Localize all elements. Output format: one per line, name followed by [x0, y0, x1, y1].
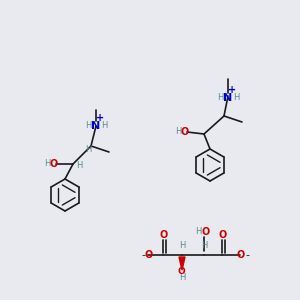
Text: O: O	[202, 227, 210, 237]
Text: H: H	[85, 145, 91, 154]
Text: N: N	[224, 93, 232, 103]
Text: O: O	[145, 250, 153, 260]
Text: H: H	[179, 242, 185, 250]
Text: H: H	[76, 161, 82, 170]
Text: N: N	[92, 121, 100, 131]
Text: H: H	[44, 160, 50, 169]
Text: O: O	[237, 250, 245, 260]
Text: H: H	[85, 122, 91, 130]
Text: O: O	[219, 230, 227, 240]
Text: H: H	[233, 94, 239, 103]
Text: O: O	[50, 159, 58, 169]
Text: H: H	[179, 272, 185, 281]
Text: O: O	[177, 268, 185, 277]
Text: H: H	[217, 94, 223, 103]
Text: H: H	[175, 128, 181, 136]
Text: -: -	[141, 250, 145, 260]
Text: O: O	[160, 230, 168, 240]
Text: O: O	[181, 127, 189, 137]
Text: +: +	[96, 113, 104, 123]
Text: -: -	[245, 250, 249, 260]
Text: H: H	[101, 122, 107, 130]
Polygon shape	[179, 257, 185, 270]
Text: +: +	[228, 85, 236, 95]
Text: H: H	[201, 242, 207, 250]
Text: H: H	[195, 227, 201, 236]
